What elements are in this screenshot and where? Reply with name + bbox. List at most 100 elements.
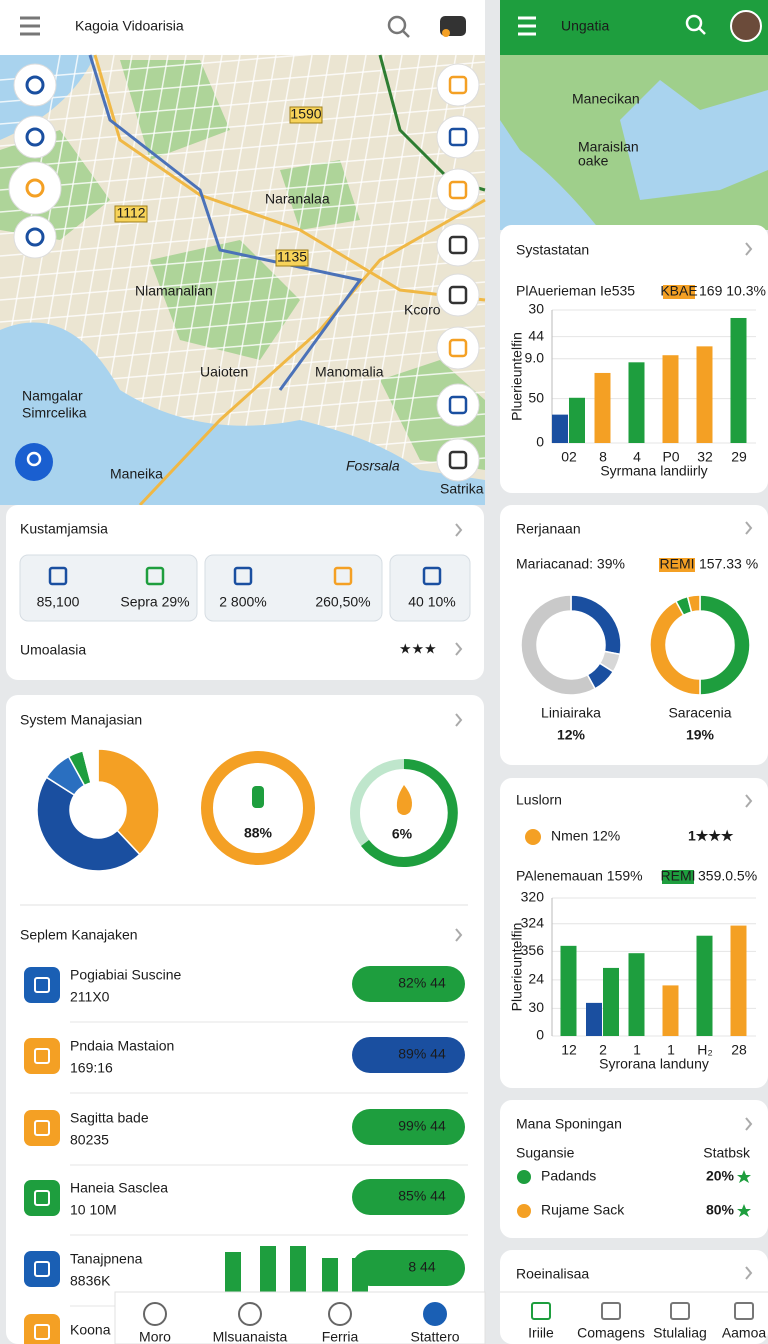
bar [560,945,577,1036]
chevron[interactable] [455,928,463,942]
nav-icon[interactable] [238,1302,262,1326]
nav-label: Ferria [322,1329,359,1344]
item-icon[interactable] [24,1314,60,1344]
chevron[interactable] [745,242,753,256]
map-street [0,281,486,323]
legend-text: PlAuerieman Ie535 [516,283,635,299]
item-icon-glyph [34,1120,50,1136]
nav-icon[interactable] [734,1302,754,1320]
tile-value: 40 10% [408,594,455,610]
map-button-icon [448,235,468,255]
item-icon-glyph [34,1048,50,1064]
donut-label: 12% [557,727,586,743]
item-icon[interactable] [24,1180,60,1216]
map-button[interactable] [13,115,57,159]
nav-icon[interactable] [531,1302,551,1320]
mini-bar [225,1252,241,1293]
map-button-icon [25,127,45,147]
chevron[interactable] [455,642,463,656]
stat-tile[interactable] [19,554,198,622]
nav-label: Stulaliag [653,1325,707,1341]
bar [628,953,645,1036]
map-button[interactable] [13,215,57,259]
highlight: Nmen 12% [551,828,620,844]
bar [603,967,619,1036]
row-dot [517,1170,531,1184]
map-button-icon [448,75,468,95]
stat-tile[interactable] [204,554,383,622]
y-tick-label: 50 [528,389,544,405]
bar [594,372,611,443]
item-detail: 211X0 [70,989,110,1005]
nav-icon[interactable] [143,1302,167,1326]
item-badge-label: 85% 44 [398,1188,446,1204]
chevron[interactable] [455,713,463,727]
chevron[interactable] [455,523,463,537]
nav-label: Stattero [410,1329,459,1344]
map-button-icon [448,450,468,470]
card-title: Rerjanaan [516,521,581,537]
avatar[interactable] [730,10,762,42]
search-icon[interactable] [685,14,703,32]
item-badge[interactable] [352,966,465,1002]
item-badge[interactable] [352,1037,465,1073]
nav-icon[interactable] [423,1302,447,1326]
y-tick-label: 30 [528,999,544,1015]
legend-badge-label: KBAE [660,283,697,299]
donut-segment [81,748,99,784]
map-street [0,215,486,257]
road-tag-label: 1112 [116,205,145,221]
item-icon[interactable] [24,1251,60,1287]
bar [730,317,747,443]
legend-badge [659,558,695,572]
map-button[interactable] [436,273,480,317]
tile-value: 2 800% [219,594,266,610]
mini-bar [290,1246,306,1293]
nav-icon[interactable] [328,1302,352,1326]
legend-value: 169 10.3% [699,283,766,299]
stat-tile[interactable] [389,554,471,622]
x-tick-label: 4 [633,449,641,465]
card-title: Systastatan [516,242,589,258]
item-badge[interactable] [352,1109,465,1145]
map-label: Simrcelika [22,405,87,421]
bar [696,346,713,443]
map-button[interactable] [436,326,480,370]
item-icon[interactable] [24,1110,60,1146]
item-icon[interactable] [24,967,60,1003]
header-title: Ungatia [561,18,609,34]
nav-icon[interactable] [670,1302,690,1320]
chevron[interactable] [745,1117,753,1131]
x-axis-label: Syrmana landiirly [600,463,707,479]
row-name: Padands [541,1168,596,1184]
location-button[interactable] [15,443,53,481]
item-name: Sagitta bade [70,1110,149,1126]
item-icon[interactable] [24,1038,60,1074]
map-button[interactable] [436,168,480,212]
legend-badge [663,285,695,299]
item-detail: 80235 [70,1132,109,1148]
chevron[interactable] [745,794,753,808]
map-label: Nlamanalian [135,283,213,299]
map-road [138,198,486,507]
map-button[interactable] [436,383,480,427]
nav-icon[interactable] [601,1302,621,1320]
chevron[interactable] [745,1266,753,1280]
x-tick-label: 2 [599,1042,607,1058]
map-button[interactable] [436,223,480,267]
map-label: Manecikan [572,91,640,107]
map-button[interactable] [436,438,480,482]
map-button[interactable] [13,63,57,107]
donut-segment [699,594,751,696]
item-badge[interactable] [352,1250,465,1286]
bar [662,985,679,1036]
map-button[interactable] [436,115,480,159]
search-icon[interactable] [387,15,407,35]
map-label: Manomalia [315,364,384,380]
map-button[interactable] [436,63,480,107]
map-button[interactable] [8,161,62,215]
item-badge[interactable] [352,1179,465,1215]
location-icon [26,451,42,467]
y-tick-label: 0 [536,434,544,450]
chevron[interactable] [745,521,753,535]
